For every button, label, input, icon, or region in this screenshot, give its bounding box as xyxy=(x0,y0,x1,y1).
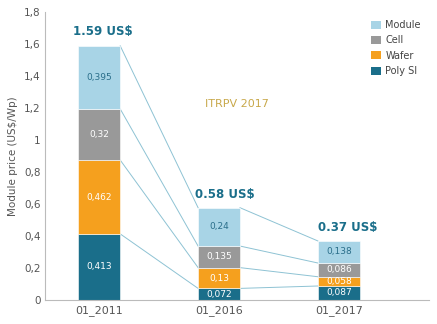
Text: ITRPV 2017: ITRPV 2017 xyxy=(205,99,269,110)
Text: 0,058: 0,058 xyxy=(326,277,352,286)
Text: 0,138: 0,138 xyxy=(326,248,352,257)
Text: 0.37 US$: 0.37 US$ xyxy=(319,221,378,234)
Bar xyxy=(78,46,120,109)
Bar xyxy=(318,277,360,286)
Bar xyxy=(318,241,360,263)
Text: 1.59 US$: 1.59 US$ xyxy=(73,25,132,38)
Legend: Module, Cell, Wafer, Poly SI: Module, Cell, Wafer, Poly SI xyxy=(368,17,424,79)
Bar xyxy=(198,268,240,288)
Y-axis label: Module price (US$/Wp): Module price (US$/Wp) xyxy=(8,96,18,216)
Bar xyxy=(198,246,240,268)
Bar xyxy=(198,288,240,300)
Text: 0.58 US$: 0.58 US$ xyxy=(195,188,255,201)
Text: 0,13: 0,13 xyxy=(209,273,229,283)
Text: 0,32: 0,32 xyxy=(89,130,109,139)
Text: 0,395: 0,395 xyxy=(87,73,112,82)
Text: 0,072: 0,072 xyxy=(206,290,232,299)
Text: 0,087: 0,087 xyxy=(326,288,352,297)
Bar xyxy=(318,286,360,300)
Text: 0,24: 0,24 xyxy=(209,222,229,231)
Text: 0,413: 0,413 xyxy=(87,262,112,272)
Bar xyxy=(78,234,120,300)
Text: 0,135: 0,135 xyxy=(206,252,232,261)
Bar xyxy=(78,160,120,234)
Bar xyxy=(78,109,120,160)
Bar xyxy=(198,208,240,246)
Text: 0,462: 0,462 xyxy=(87,192,112,202)
Bar xyxy=(318,263,360,277)
Text: 0,086: 0,086 xyxy=(326,265,352,274)
